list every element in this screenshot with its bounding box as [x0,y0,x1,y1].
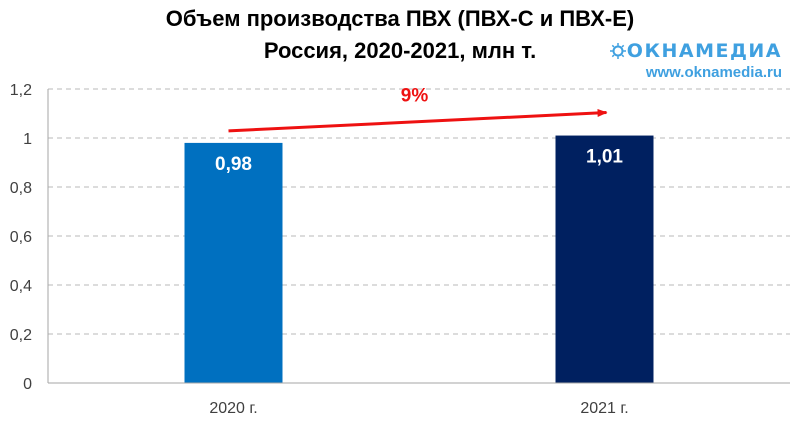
y-tick-label: 0,6 [10,229,32,246]
brand-logo: ОКНАМЕДИА www.oknamedia.ru [609,40,782,81]
y-tick-label: 0 [23,376,32,393]
brand-url: www.oknamedia.ru [645,64,782,81]
y-tick-label: 0,8 [10,180,32,197]
growth-annotation: 9% [228,86,608,133]
x-tick-label: 2020 г. [209,400,257,417]
chart-title: Объем производства ПВХ (ПВХ-С и ПВХ-Е) [165,6,635,31]
y-tick-label: 0,2 [10,327,32,344]
x-tick-label: 2021 г. [580,400,628,417]
x-axis: 2020 г. 2021 г. [48,382,790,417]
bar-value-label: 0,98 [215,154,252,175]
bar [555,135,654,383]
y-tick-label: 1,2 [10,82,32,99]
bar-value-label: 1,01 [586,147,623,168]
growth-label: 9% [401,86,429,107]
y-axis: 0 0,2 0,4 0,6 0,8 1 1,2 [10,82,49,393]
brand-name: ОКНАМЕДИА [626,40,782,62]
bar [184,142,283,383]
bars: 0,98 1,01 [184,135,654,383]
sun-icon [609,43,626,59]
y-tick-label: 0,4 [10,278,32,295]
grid-lines [48,88,790,335]
chart-subtitle: Россия, 2020-2021, млн т. [263,38,537,63]
y-tick-label: 1 [23,131,32,148]
growth-arrow [228,108,608,133]
